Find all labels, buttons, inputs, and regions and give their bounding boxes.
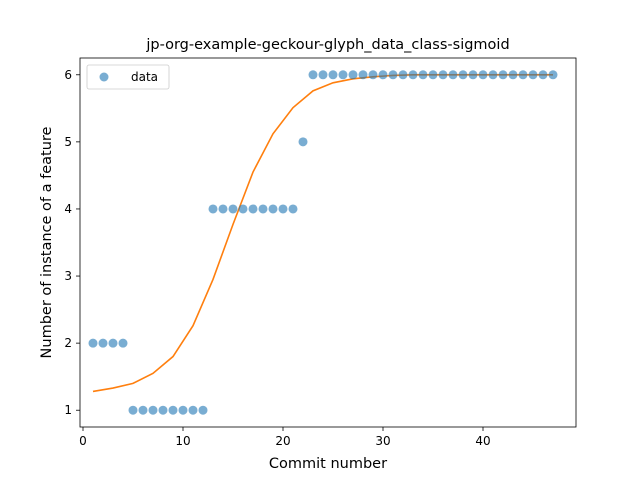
x-axis: 0 10 20 30 40 (79, 427, 491, 448)
y-tick-label: 6 (64, 68, 72, 82)
data-point (538, 70, 548, 80)
data-point (388, 70, 398, 80)
data-point (248, 204, 258, 214)
data-point (308, 70, 318, 80)
data-point (428, 70, 438, 80)
data-point (398, 70, 408, 80)
x-tick-label: 20 (275, 434, 290, 448)
data-point (328, 70, 338, 80)
data-point (438, 70, 448, 80)
y-axis: 1 2 3 4 5 6 (64, 68, 80, 417)
data-point (158, 405, 168, 415)
series-layer (88, 70, 558, 415)
y-tick-label: 1 (64, 403, 72, 417)
x-tick-label: 30 (375, 434, 390, 448)
data-point (98, 338, 108, 348)
data-point (288, 204, 298, 214)
chart-title: jp-org-example-geckour-glyph_data_class-… (145, 37, 509, 53)
x-tick-label: 0 (79, 434, 87, 448)
data-point (458, 70, 468, 80)
data-point (368, 70, 378, 80)
data-point (118, 338, 128, 348)
data-point (148, 405, 158, 415)
data-point (138, 405, 148, 415)
x-axis-label: Commit number (269, 456, 387, 472)
legend-marker (99, 72, 109, 82)
data-point (338, 70, 348, 80)
legend-box (86, 64, 170, 90)
y-axis-label: Number of instance of a feature (39, 126, 55, 358)
legend-label-data: data (131, 70, 158, 84)
data-point (528, 70, 538, 80)
x-tick-label: 40 (475, 434, 490, 448)
data-point (238, 204, 248, 214)
data-point (358, 70, 368, 80)
data-point (188, 405, 198, 415)
data-point (178, 405, 188, 415)
data-point (218, 204, 228, 214)
x-tick-label: 10 (175, 434, 190, 448)
data-point (278, 204, 288, 214)
data-point (518, 70, 528, 80)
data-point (418, 70, 428, 80)
y-tick-label: 3 (64, 269, 72, 283)
data-point (348, 70, 358, 80)
data-point (168, 405, 178, 415)
data-point (488, 70, 498, 80)
data-point (208, 204, 218, 214)
data-point (318, 70, 328, 80)
data-point (548, 70, 558, 80)
data-point (408, 70, 418, 80)
data-point (198, 405, 208, 415)
data-point (508, 70, 518, 80)
y-tick-label: 5 (64, 135, 72, 149)
data-point (268, 204, 278, 214)
plot-frame (79, 57, 577, 428)
data-point (468, 70, 478, 80)
data-point (108, 338, 118, 348)
data-point (448, 70, 458, 80)
data-point (228, 204, 238, 214)
data-point (378, 70, 388, 80)
data-point (88, 338, 98, 348)
data-point (128, 405, 138, 415)
data-point (258, 204, 268, 214)
data-point (298, 137, 308, 147)
y-tick-label: 4 (64, 202, 72, 216)
legend: data (86, 64, 170, 90)
data-point (498, 70, 508, 80)
data-point (478, 70, 488, 80)
y-tick-label: 2 (64, 336, 72, 350)
